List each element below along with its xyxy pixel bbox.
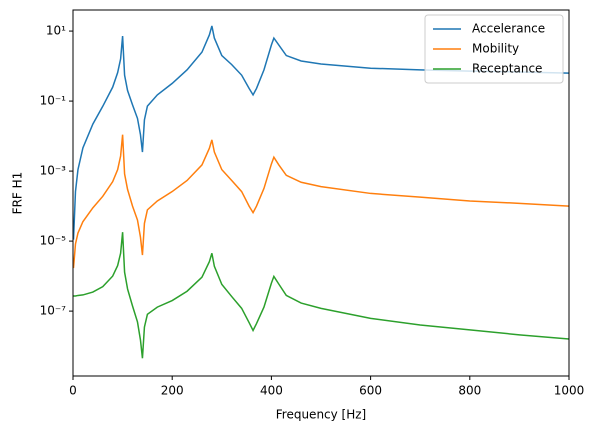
y-tick-label: 10¹ bbox=[46, 24, 66, 38]
y-tick-label: 10⁻¹ bbox=[40, 94, 67, 108]
plot-frame bbox=[72, 9, 570, 377]
x-tick-label: 1000 bbox=[554, 384, 585, 398]
series-line bbox=[73, 25, 569, 240]
y-tick-label: 10⁻⁵ bbox=[40, 234, 67, 248]
legend: Accelerance Mobility Receptance bbox=[424, 14, 564, 84]
y-tick-label: 10⁻⁷ bbox=[40, 304, 67, 318]
legend-label: Mobility bbox=[472, 42, 519, 56]
legend-box bbox=[424, 14, 564, 84]
x-tick-label: 0 bbox=[69, 384, 77, 398]
y-axis-label: FRF H1 bbox=[11, 172, 25, 215]
y-tick-label: 10⁻³ bbox=[40, 164, 67, 178]
legend-label: Accelerance bbox=[472, 22, 545, 36]
legend-label: Receptance bbox=[472, 62, 542, 76]
series-line bbox=[73, 232, 569, 359]
x-tick-label: 200 bbox=[161, 384, 184, 398]
x-tick-label: 600 bbox=[359, 384, 382, 398]
x-tick-label: 800 bbox=[458, 384, 481, 398]
x-tick-label: 400 bbox=[260, 384, 283, 398]
series-line bbox=[73, 134, 569, 269]
x-axis-label: Frequency [Hz] bbox=[276, 408, 367, 422]
